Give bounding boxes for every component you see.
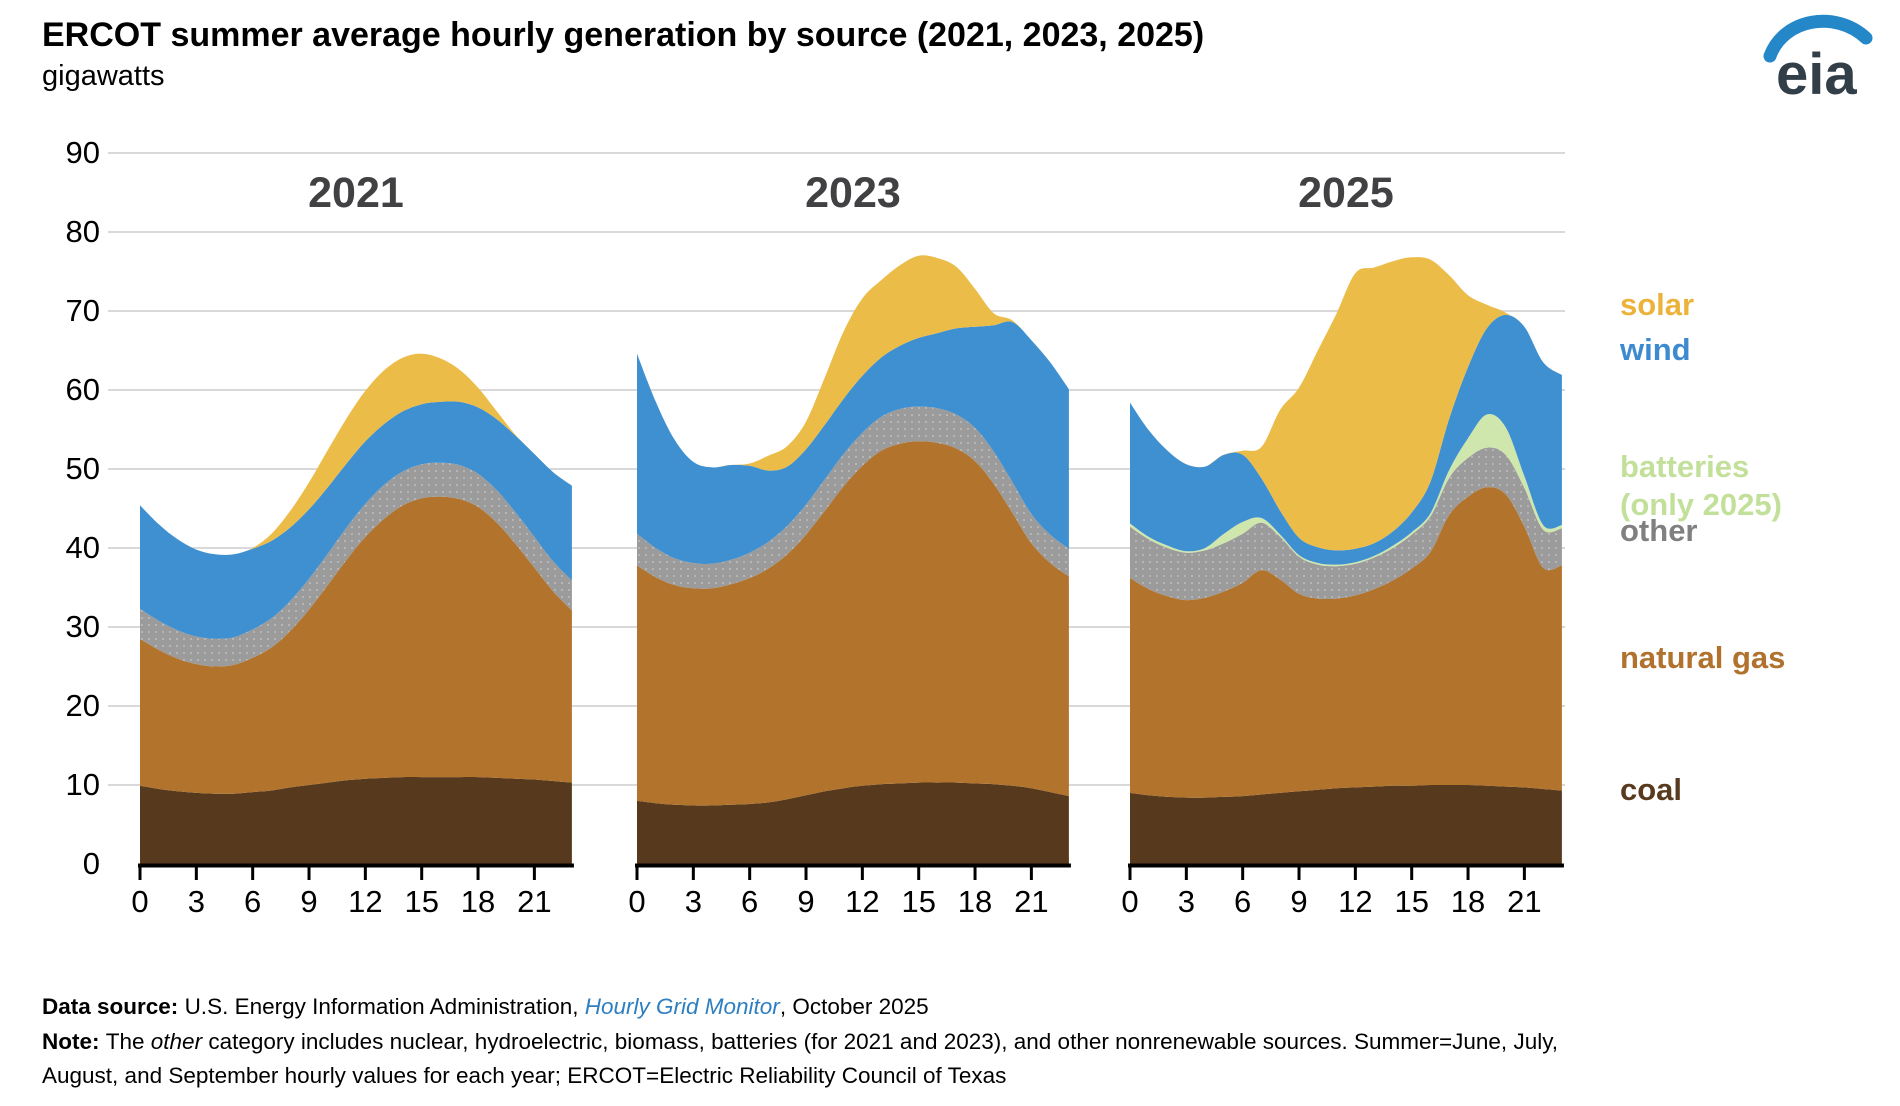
eia-logo-swoosh (1763, 14, 1873, 63)
y-axis-tick-label-60: 60 (66, 372, 100, 407)
area-2023-natural_gas (637, 441, 1069, 806)
axes (138, 863, 1564, 880)
y-axis-tick-label-10: 10 (66, 767, 100, 802)
y-axis-tick-label-30: 30 (66, 609, 100, 644)
area-2021-other-texture (140, 462, 572, 667)
datasource-label: Data source: (42, 994, 185, 1019)
legend-item-batteries-qualifier: (only 2025) (1620, 487, 1782, 522)
note-other-italic: other (150, 1029, 203, 1054)
hourly-grid-monitor-link[interactable]: Hourly Grid Monitor (584, 994, 780, 1019)
eia-logo-text: eia (1776, 42, 1857, 104)
area-2021-wind (140, 401, 572, 639)
x-axis-tick-label-2021-12: 12 (348, 884, 382, 919)
area-2023-wind (637, 321, 1069, 565)
x-axis-tick-label-2021-21: 21 (517, 884, 551, 919)
x-axis-tick-label-2023-9: 9 (797, 884, 814, 919)
panel-year-label-2021: 2021 (308, 169, 404, 217)
note-line-1: Note: The other category includes nuclea… (42, 1029, 1558, 1055)
area-2021-natural_gas (140, 496, 572, 794)
legend-item-wind: wind (1620, 332, 1691, 367)
x-axis-tick-label-2023-12: 12 (845, 884, 879, 919)
legend-item-solar: solar (1620, 287, 1695, 322)
area-2025-batteries (1130, 414, 1562, 567)
x-axis-tick-label-2023-0: 0 (628, 884, 645, 919)
x-axis-tick-label-2021-18: 18 (461, 884, 495, 919)
legend-item-batteries: batteries (1620, 449, 1750, 484)
area-2023-other-texture (637, 406, 1069, 589)
y-axis-tick-label-80: 80 (66, 214, 100, 249)
area-2025-coal (1130, 784, 1562, 864)
x-axis-tick-label-2025-3: 3 (1178, 884, 1195, 919)
x-axis-tick-label-2025-6: 6 (1234, 884, 1251, 919)
panel-year-label-2025: 2025 (1298, 169, 1394, 217)
area-2023-solar (637, 255, 1069, 471)
x-axis-tick-label-2021-9: 9 (300, 884, 317, 919)
y-axis-unit-label: gigawatts (42, 60, 165, 92)
eia-logo: eia (1763, 14, 1873, 104)
y-axis-tick-label-20: 20 (66, 688, 100, 723)
legend-item-other: other (1620, 513, 1698, 548)
x-axis-tick-label-2023-21: 21 (1014, 884, 1048, 919)
area-2023-coal (637, 782, 1069, 864)
note-text-a: The (105, 1029, 151, 1054)
x-axis-tick-label-2025-0: 0 (1121, 884, 1138, 919)
area-2025-other-texture (1130, 447, 1562, 601)
legend-item-natural-gas: natural gas (1620, 640, 1786, 675)
area-2025-natural_gas (1130, 487, 1562, 798)
x-axis-tick-label-2025-15: 15 (1394, 884, 1428, 919)
x-axis-tick-label-2021-6: 6 (244, 884, 261, 919)
x-axis-tick-label-2023-6: 6 (741, 884, 758, 919)
datasource-text: U.S. Energy Information Administration, (184, 994, 585, 1019)
note-line-2: August, and September hourly values for … (42, 1063, 1007, 1088)
y-axis-tick-label-0: 0 (83, 846, 100, 881)
x-axis-tick-label-2021-15: 15 (404, 884, 438, 919)
area-2025-solar (1130, 257, 1562, 551)
x-axis-tick-label-2025-9: 9 (1290, 884, 1307, 919)
panel-year-label-2023: 2023 (805, 169, 901, 217)
x-axis-tick-label-2023-3: 3 (685, 884, 702, 919)
note-label: Note: (42, 1029, 106, 1054)
y-axis-tick-label-90: 90 (66, 135, 100, 170)
x-axis-tick-label-2025-12: 12 (1338, 884, 1372, 919)
x-axis-tick-label-2023-18: 18 (958, 884, 992, 919)
page-title: ERCOT summer average hourly generation b… (42, 16, 1205, 54)
y-axis-tick-label-50: 50 (66, 451, 100, 486)
y-axis-tick-label-70: 70 (66, 293, 100, 328)
y-axis-tick-label-40: 40 (66, 530, 100, 565)
datasource-line: Data source: U.S. Energy Information Adm… (42, 994, 929, 1020)
datasource-suffix: , October 2025 (779, 994, 929, 1019)
stacked-areas (140, 255, 1562, 864)
legend-item-coal: coal (1620, 772, 1683, 807)
area-2021-coal (140, 777, 572, 864)
area-2025-wind (1130, 314, 1562, 565)
x-axis-tick-label-2023-15: 15 (901, 884, 935, 919)
x-axis-tick-label-2021-3: 3 (188, 884, 205, 919)
x-axis-tick-label-2021-0: 0 (131, 884, 148, 919)
x-axis-tick-label-2025-21: 21 (1507, 884, 1541, 919)
x-axis-tick-label-2025-18: 18 (1451, 884, 1485, 919)
note-text-b: category includes nuclear, hydroelectric… (202, 1029, 1559, 1054)
